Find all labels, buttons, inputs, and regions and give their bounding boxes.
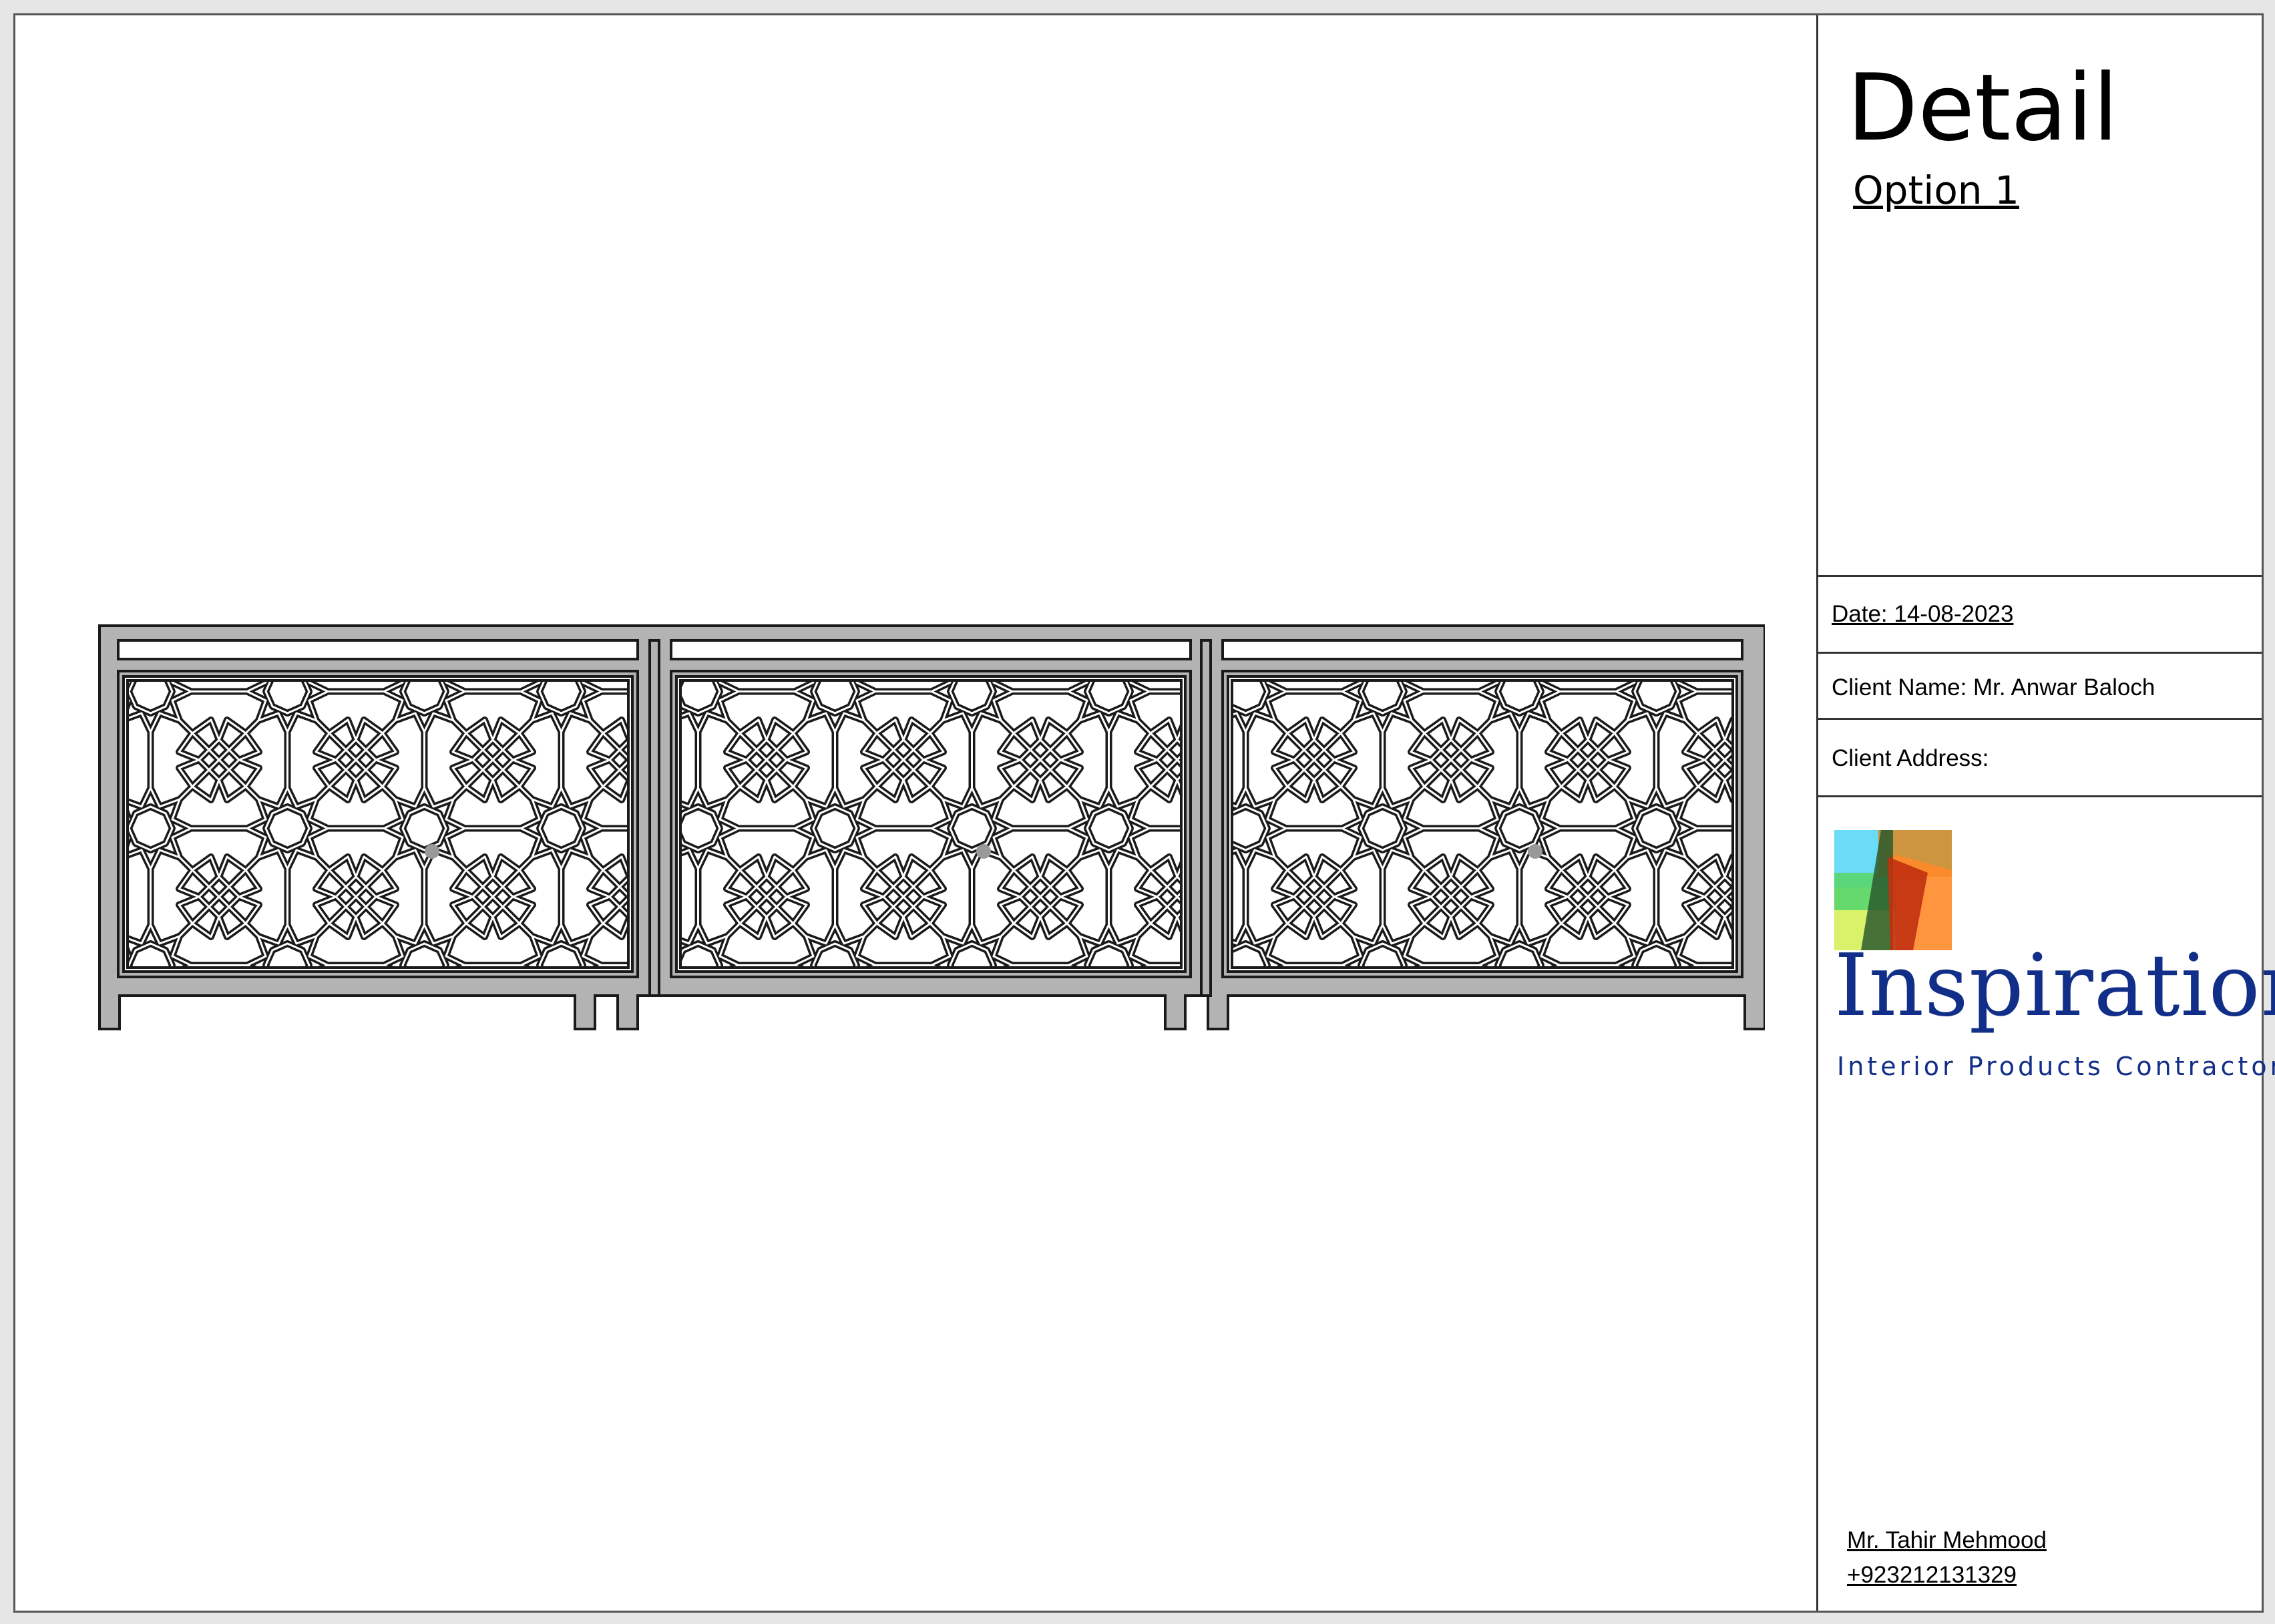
title-section: Detail Option 1 [1818, 15, 2262, 577]
client-address-text: Client Address: [1832, 745, 1989, 771]
title-block: Detail Option 1 Date: 14-08-2023 Client … [1816, 15, 2275, 1611]
door-knob [976, 844, 991, 859]
door-knob [1528, 844, 1542, 859]
company-tagline: Interior Products Contractor [1837, 1052, 2275, 1081]
door-right [1221, 639, 1743, 978]
client-name-row: Client Name: Mr. Anwar Baloch [1818, 654, 2262, 720]
drawing-area [15, 15, 1816, 1611]
client-name-text: Client Name: Mr. Anwar Baloch [1832, 674, 2155, 700]
door-left [117, 639, 639, 978]
drawing-sheet: Detail Option 1 Date: 14-08-2023 Client … [13, 13, 2275, 1613]
divider-post [648, 639, 660, 997]
console-elevation-drawing [98, 624, 1765, 1030]
date-text: Date: 14-08-2023 [1832, 601, 2014, 627]
contact-phone: +923212131329 [1847, 1562, 2017, 1588]
company-logo-icon [1834, 830, 1952, 950]
date-row: Date: 14-08-2023 [1818, 577, 2262, 654]
door-knob [425, 844, 439, 859]
client-address-row: Client Address: [1818, 720, 2262, 797]
option-label: Option 1 [1853, 168, 2019, 213]
company-logo-wordmark: Inspiration [1834, 936, 2275, 1036]
page-title: Detail [1847, 54, 2119, 162]
divider-post [1200, 639, 1212, 997]
contact-person: Mr. Tahir Mehmood [1847, 1527, 2047, 1553]
door-middle [670, 639, 1192, 978]
